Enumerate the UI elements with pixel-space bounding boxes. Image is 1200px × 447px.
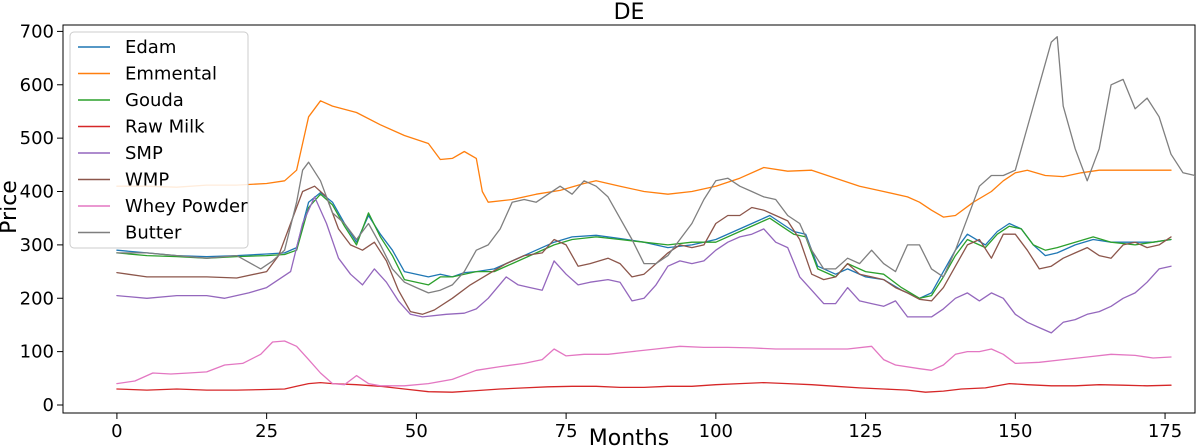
x-tick-label: 100	[699, 421, 733, 442]
plot-frame	[62, 24, 1196, 414]
chart-title: DE	[614, 0, 645, 25]
x-tick-label: 175	[1148, 421, 1182, 442]
series-line-smp	[116, 196, 1172, 334]
legend-label-butter: Butter	[125, 223, 182, 244]
legend-label-whey-powder: Whey Powder	[125, 196, 248, 217]
series-layer	[116, 36, 1195, 393]
legend: Edam Emmental Gouda Raw Milk SMP WMP Whey Powd…	[69, 31, 249, 249]
x-tick-label: 0	[111, 421, 122, 442]
x-tick-label: 125	[848, 421, 882, 442]
legend-box	[69, 31, 249, 249]
x-tick-label: 25	[255, 421, 278, 442]
series-line-whey-powder	[116, 340, 1172, 387]
y-tick-label: 600	[20, 75, 54, 96]
legend-label-wmp: WMP	[125, 170, 169, 191]
series-line-raw-milk	[116, 381, 1172, 393]
y-tick-label: 400	[20, 182, 54, 203]
y-tick-label: 500	[20, 128, 54, 149]
legend-label-raw-milk: Raw Milk	[125, 117, 205, 138]
plot-area-border	[62, 24, 1196, 414]
x-tick-label: 75	[555, 421, 578, 442]
y-tick-label: 700	[20, 21, 54, 42]
legend-label-gouda: Gouda	[125, 90, 184, 111]
y-tick-label: 300	[20, 235, 54, 256]
legend-label-smp: SMP	[125, 143, 163, 164]
y-tick-label: 200	[20, 288, 54, 309]
series-line-gouda	[116, 193, 1172, 299]
y-tick-label: 0	[43, 395, 54, 416]
legend-label-edam: Edam	[125, 37, 176, 58]
x-tick-label: 150	[998, 421, 1032, 442]
series-line-edam	[116, 191, 1172, 299]
axes-layer: 0 25 50 75 100 125 150 175 0 100 200 300 400 500 600 70…	[20, 21, 1183, 442]
legend-label-emmental: Emmental	[125, 64, 217, 85]
y-tick-label: 100	[20, 342, 54, 363]
y-axis-title: Price	[0, 180, 22, 234]
x-axis-title: Months	[589, 426, 669, 447]
series-line-butter	[116, 36, 1195, 294]
x-tick-label: 50	[405, 421, 428, 442]
series-line-emmental	[116, 100, 1172, 218]
series-line-wmp	[116, 185, 1172, 315]
